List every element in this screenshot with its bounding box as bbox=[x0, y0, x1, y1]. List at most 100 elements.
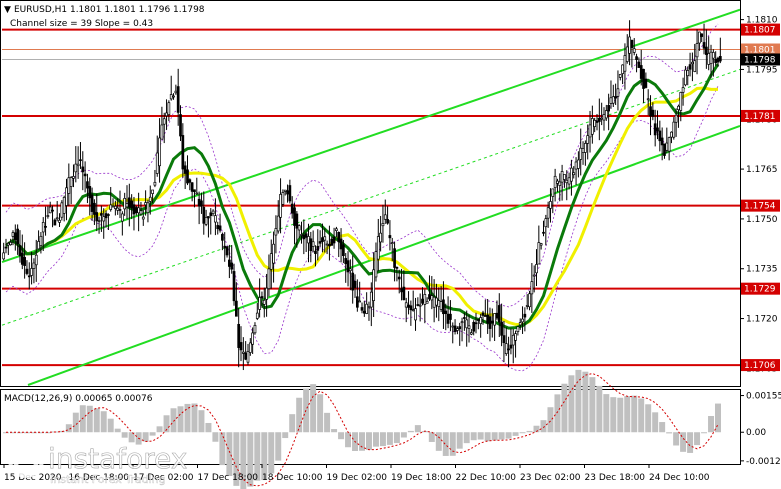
macd-bar bbox=[331, 429, 338, 433]
candle-body bbox=[693, 60, 697, 72]
macd-bar bbox=[93, 408, 100, 433]
candle-body bbox=[449, 313, 452, 320]
macd-bar bbox=[386, 432, 393, 445]
candle-body bbox=[202, 206, 206, 224]
macd-bar bbox=[435, 432, 442, 451]
candle-body bbox=[335, 228, 338, 231]
time-tick-label: 17 Dec 02:00 bbox=[133, 473, 194, 483]
candle-body bbox=[209, 212, 213, 216]
macd-bar bbox=[575, 369, 582, 433]
candle-body bbox=[609, 97, 613, 104]
candle-body bbox=[625, 46, 629, 62]
candle-body bbox=[204, 217, 208, 225]
time-tick-label: 22 Dec 10:00 bbox=[456, 473, 517, 483]
candle-body bbox=[16, 228, 19, 245]
candle-body bbox=[644, 78, 648, 88]
candle-body bbox=[183, 165, 187, 174]
macd-bar bbox=[149, 432, 156, 436]
candle-body bbox=[551, 188, 555, 197]
candle-body bbox=[565, 179, 569, 184]
candle-body bbox=[337, 232, 341, 243]
candle-body bbox=[456, 328, 459, 331]
candle-body bbox=[311, 241, 315, 247]
macd-bar bbox=[477, 432, 484, 440]
candle-body bbox=[132, 204, 136, 215]
candle-body bbox=[593, 120, 597, 127]
macd-bar bbox=[191, 403, 198, 433]
time-axis: 15 Dec 2020 16 Dec 18:00 17 Dec 02:00 17 De… bbox=[3, 464, 710, 483]
macd-bar bbox=[338, 432, 345, 440]
candle-body bbox=[281, 192, 285, 205]
candle-body bbox=[72, 176, 75, 179]
candle-body bbox=[262, 299, 266, 305]
candle-body bbox=[439, 301, 443, 310]
candle-body bbox=[718, 56, 722, 62]
candle-body bbox=[137, 207, 140, 214]
macd-bar bbox=[568, 375, 575, 433]
candle-body bbox=[46, 215, 50, 217]
candle-body bbox=[144, 202, 147, 206]
candle-body bbox=[400, 288, 403, 293]
macd-bar bbox=[282, 432, 289, 439]
candle-body bbox=[670, 131, 673, 138]
level-label-bg bbox=[741, 359, 780, 372]
candle-body bbox=[123, 197, 127, 210]
macd-bar bbox=[442, 432, 449, 456]
candle-body bbox=[362, 310, 366, 314]
candle-body bbox=[451, 325, 455, 328]
candle-body bbox=[104, 213, 108, 219]
candle-body bbox=[414, 308, 417, 321]
candle-body bbox=[437, 300, 441, 307]
candle-body bbox=[397, 276, 401, 280]
candle-body bbox=[597, 117, 601, 122]
macd-bar bbox=[65, 424, 72, 433]
macd-bar bbox=[212, 432, 219, 442]
candle-body bbox=[381, 223, 385, 227]
macd-bar bbox=[708, 416, 715, 433]
macd-bar bbox=[359, 432, 365, 451]
candle-body bbox=[646, 98, 650, 101]
macd-bar bbox=[400, 432, 407, 438]
candle-body bbox=[453, 325, 457, 332]
price-level-labels: 1.18071.17811.17541.17291.17061.18011.17… bbox=[741, 23, 780, 372]
candle-body bbox=[260, 296, 264, 299]
macd-bar bbox=[72, 412, 79, 433]
candle-body bbox=[358, 300, 362, 303]
candle-body bbox=[18, 245, 22, 256]
time-tick-label: 23 Dec 02:00 bbox=[520, 473, 581, 483]
candle-body bbox=[621, 64, 624, 74]
macd-bar bbox=[107, 418, 114, 433]
candle-body bbox=[369, 291, 373, 308]
macd-bar bbox=[610, 397, 617, 433]
candle-body bbox=[705, 46, 708, 55]
macd-bar bbox=[652, 412, 659, 433]
envelope-band bbox=[5, 86, 719, 372]
candle-body bbox=[30, 268, 33, 276]
candle-body bbox=[302, 235, 306, 240]
time-tick-label: 19 Dec 18:00 bbox=[391, 473, 452, 483]
candle-body bbox=[160, 124, 164, 140]
candle-body bbox=[698, 31, 701, 44]
macd-tick-label: 0.00155 bbox=[746, 392, 781, 402]
candle-body bbox=[286, 190, 289, 195]
candle-body bbox=[428, 294, 431, 300]
candle-body bbox=[493, 313, 496, 326]
candle-body bbox=[539, 243, 543, 246]
candle-body bbox=[93, 202, 96, 215]
candle-body bbox=[497, 305, 501, 323]
candle-body bbox=[421, 298, 424, 304]
macd-bar bbox=[44, 432, 51, 434]
macd-bar bbox=[659, 422, 666, 433]
candle-body bbox=[176, 86, 180, 113]
candles-layer bbox=[2, 20, 722, 371]
macd-bar bbox=[449, 432, 456, 456]
candle-body bbox=[535, 264, 538, 274]
macd-bar bbox=[561, 383, 568, 433]
symbol-line: EURUSD,H1 1.1801 1.1801 1.1796 1.1798 bbox=[14, 5, 205, 15]
current-price-bg bbox=[741, 53, 780, 66]
candle-body bbox=[244, 352, 248, 360]
candle-body bbox=[53, 219, 57, 226]
macd-bar bbox=[142, 432, 149, 442]
candle-body bbox=[416, 304, 420, 306]
